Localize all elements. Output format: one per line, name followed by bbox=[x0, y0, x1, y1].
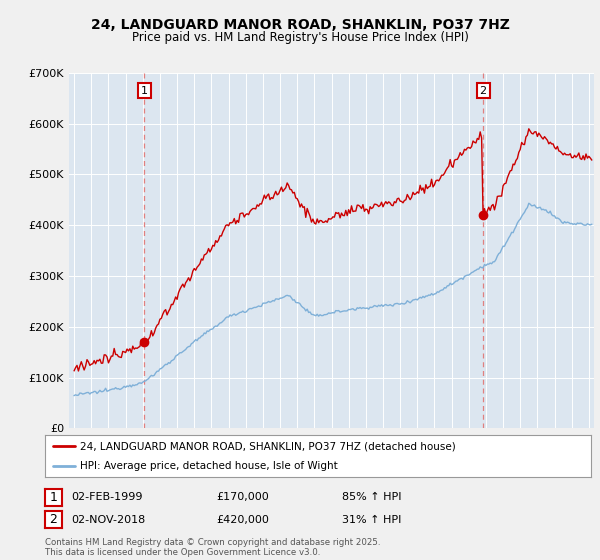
Text: 85% ↑ HPI: 85% ↑ HPI bbox=[342, 492, 401, 502]
Text: 1: 1 bbox=[49, 491, 58, 504]
Text: 24, LANDGUARD MANOR ROAD, SHANKLIN, PO37 7HZ (detached house): 24, LANDGUARD MANOR ROAD, SHANKLIN, PO37… bbox=[80, 441, 456, 451]
Text: 31% ↑ HPI: 31% ↑ HPI bbox=[342, 515, 401, 525]
Text: HPI: Average price, detached house, Isle of Wight: HPI: Average price, detached house, Isle… bbox=[80, 461, 338, 471]
Text: £170,000: £170,000 bbox=[216, 492, 269, 502]
Text: 1: 1 bbox=[141, 86, 148, 96]
Text: 2: 2 bbox=[49, 513, 58, 526]
Text: 24, LANDGUARD MANOR ROAD, SHANKLIN, PO37 7HZ: 24, LANDGUARD MANOR ROAD, SHANKLIN, PO37… bbox=[91, 18, 509, 32]
Text: Contains HM Land Registry data © Crown copyright and database right 2025.
This d: Contains HM Land Registry data © Crown c… bbox=[45, 538, 380, 557]
Text: Price paid vs. HM Land Registry's House Price Index (HPI): Price paid vs. HM Land Registry's House … bbox=[131, 31, 469, 44]
Text: 02-FEB-1999: 02-FEB-1999 bbox=[71, 492, 142, 502]
Text: 02-NOV-2018: 02-NOV-2018 bbox=[71, 515, 145, 525]
Text: £420,000: £420,000 bbox=[216, 515, 269, 525]
Text: 2: 2 bbox=[479, 86, 487, 96]
